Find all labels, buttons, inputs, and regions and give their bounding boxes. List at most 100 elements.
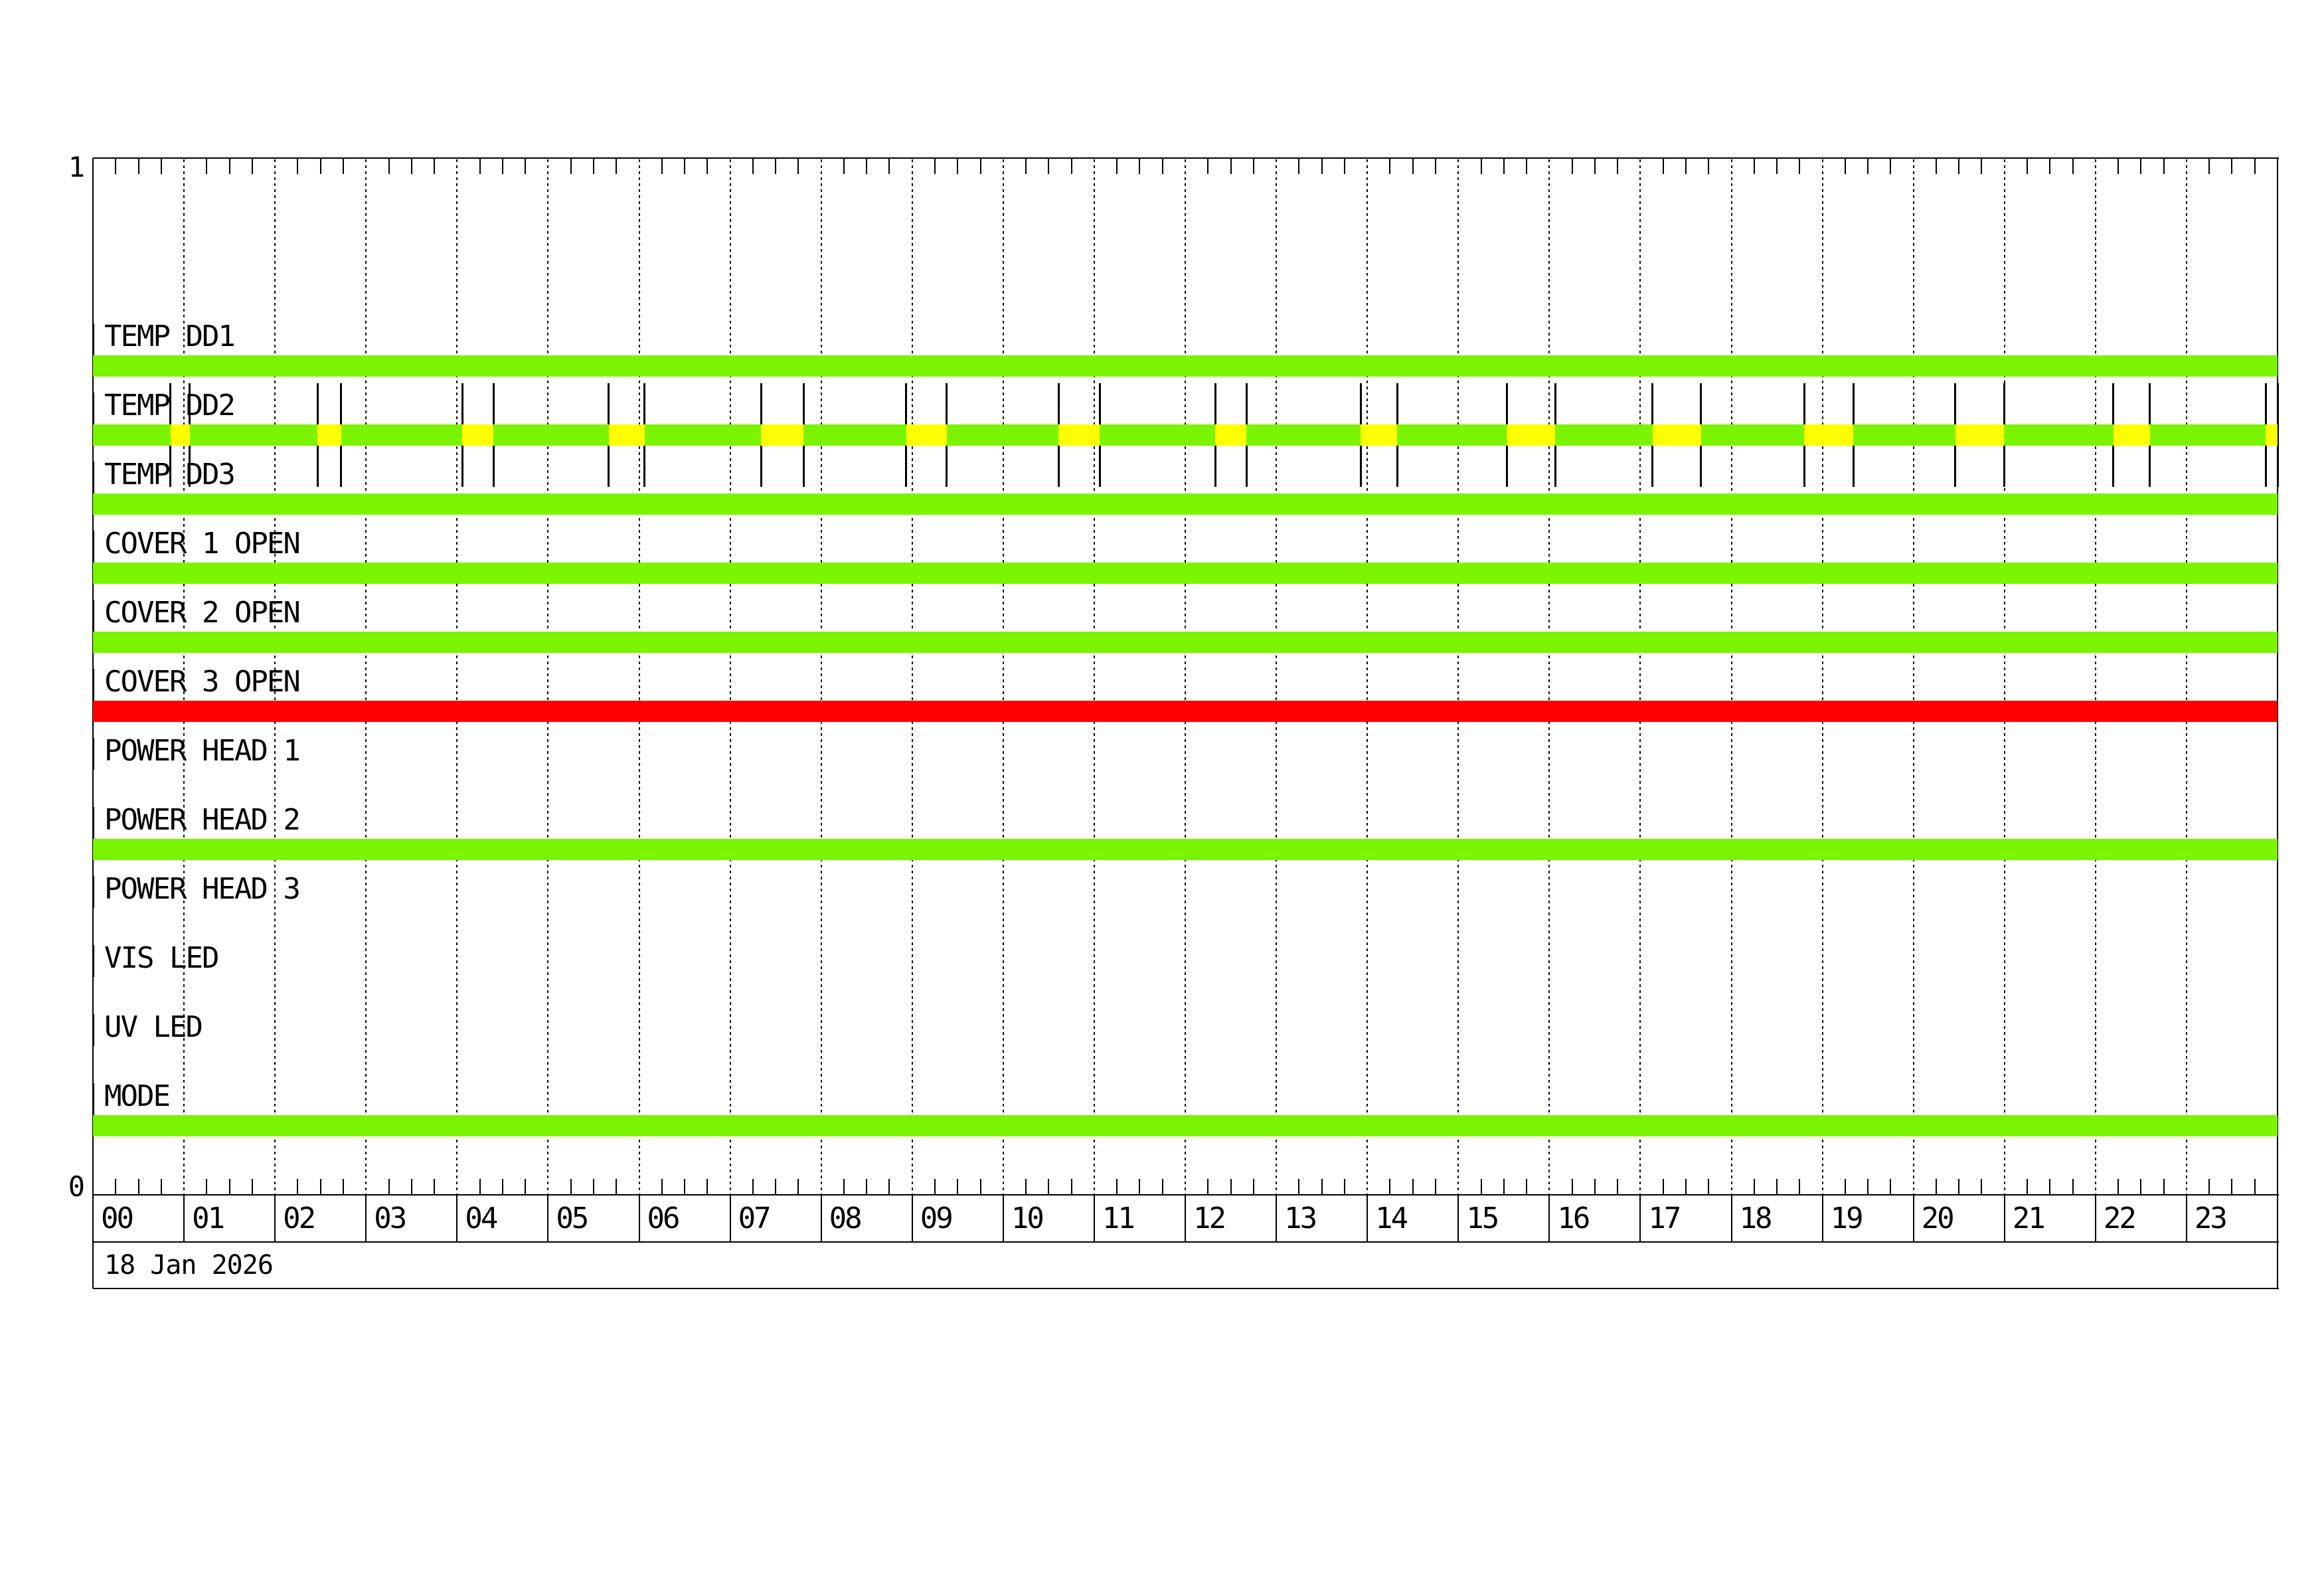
top-minor-tick <box>1617 159 1619 174</box>
bottom-minor-tick <box>1116 1179 1118 1195</box>
hour-gridline <box>1367 159 1369 1194</box>
bottom-minor-tick <box>752 1179 754 1195</box>
bottom-minor-tick <box>1048 1179 1050 1195</box>
status-bar-ok <box>93 839 2278 860</box>
hour-cell-separator <box>2003 1195 2005 1242</box>
row-axis-tick <box>92 807 94 839</box>
top-minor-tick <box>1025 159 1027 174</box>
hour-gridline <box>820 159 822 1194</box>
bottom-minor-tick <box>501 1179 503 1195</box>
hour-cell-separator <box>456 1195 458 1242</box>
bottom-minor-tick <box>525 1179 527 1195</box>
bottom-minor-tick <box>1252 1179 1254 1195</box>
row-label: MODE <box>104 1079 171 1113</box>
date-row-bottom-border <box>93 1288 2279 1289</box>
status-bar-ok <box>93 1115 2278 1136</box>
top-minor-tick <box>434 159 436 174</box>
hour-cell-separator <box>1548 1195 1550 1242</box>
bottom-minor-tick <box>1662 1179 1664 1195</box>
row-label: COVER 1 OPEN <box>104 527 301 561</box>
top-minor-tick <box>866 159 868 174</box>
hour-cell-separator <box>1093 1195 1095 1242</box>
top-minor-tick <box>934 159 936 174</box>
top-minor-tick <box>342 159 344 174</box>
hour-row-bottom-border <box>93 1241 2279 1243</box>
bottom-minor-tick <box>228 1179 230 1195</box>
top-minor-tick <box>1480 159 1482 174</box>
top-minor-tick <box>2208 159 2210 174</box>
top-minor-tick <box>1161 159 1163 174</box>
status-bar-warning-segment <box>761 424 804 446</box>
bottom-minor-tick <box>775 1179 777 1195</box>
hour-gridline <box>2094 159 2096 1194</box>
top-minor-tick <box>1776 159 1778 174</box>
top-minor-tick <box>2117 159 2119 174</box>
status-bar-warning-segment <box>1652 424 1701 446</box>
hour-label: 20 <box>1921 1201 1955 1235</box>
top-minor-tick <box>1844 159 1846 174</box>
top-minor-tick <box>1070 159 1072 174</box>
hour-gridline <box>1276 159 1278 1194</box>
bottom-minor-tick <box>479 1179 481 1195</box>
bottom-minor-tick <box>1321 1179 1323 1195</box>
hour-cell-separator <box>547 1195 549 1242</box>
top-minor-tick <box>1298 159 1300 174</box>
bottom-minor-tick <box>1298 1179 1300 1195</box>
hour-label: 07 <box>738 1201 772 1235</box>
hour-gridline <box>1093 159 1095 1194</box>
y-axis-top-label: 1 <box>68 151 85 183</box>
bottom-minor-tick <box>2140 1179 2142 1195</box>
top-minor-tick <box>2231 159 2233 174</box>
status-bar-ok <box>93 424 2278 446</box>
bottom-minor-tick <box>137 1179 139 1195</box>
bottom-minor-tick <box>1503 1179 1505 1195</box>
top-minor-tick <box>570 159 572 174</box>
hour-gridline <box>911 159 913 1194</box>
bottom-minor-tick <box>2208 1179 2210 1195</box>
bottom-minor-tick <box>1867 1179 1869 1195</box>
bottom-minor-tick <box>1207 1179 1209 1195</box>
hour-label: 11 <box>1102 1201 1135 1235</box>
bottom-minor-tick <box>1070 1179 1072 1195</box>
bottom-minor-tick <box>434 1179 436 1195</box>
status-bar-alarm <box>93 701 2278 722</box>
top-minor-tick <box>1434 159 1436 174</box>
top-minor-tick <box>2254 159 2256 174</box>
hour-gridline <box>1457 159 1459 1194</box>
top-minor-tick <box>661 159 663 174</box>
bottom-minor-tick <box>1844 1179 1846 1195</box>
hour-gridline <box>365 159 367 1194</box>
top-minor-tick <box>137 159 139 174</box>
row-axis-tick <box>92 669 94 701</box>
bottom-minor-tick <box>2072 1179 2074 1195</box>
top-minor-tick <box>1048 159 1050 174</box>
bottom-minor-tick <box>1434 1179 1436 1195</box>
top-minor-tick <box>1252 159 1254 174</box>
y-axis-bottom-label: 0 <box>68 1170 85 1203</box>
top-minor-tick <box>1230 159 1232 174</box>
hour-label: 00 <box>101 1201 134 1235</box>
bottom-minor-tick <box>616 1179 618 1195</box>
bottom-minor-tick <box>957 1179 959 1195</box>
bottom-minor-tick <box>2049 1179 2051 1195</box>
hour-gridline <box>2003 159 2005 1194</box>
row-label: COVER 2 OPEN <box>104 596 301 630</box>
bottom-minor-tick <box>1708 1179 1710 1195</box>
row-axis-tick <box>92 1014 94 1046</box>
hour-label: 04 <box>465 1201 498 1235</box>
top-minor-tick <box>1958 159 1960 174</box>
status-bar-warning-segment <box>170 424 190 446</box>
hour-gridline <box>547 159 549 1194</box>
hour-cell-separator <box>1730 1195 1732 1242</box>
hour-cell-separator <box>1639 1195 1641 1242</box>
top-minor-tick <box>1389 159 1391 174</box>
bottom-minor-tick <box>388 1179 390 1195</box>
top-minor-tick <box>410 159 412 174</box>
bottom-minor-tick <box>206 1179 208 1195</box>
bottom-minor-tick <box>1685 1179 1687 1195</box>
bottom-minor-tick <box>1890 1179 1892 1195</box>
top-minor-tick <box>1867 159 1869 174</box>
bottom-minor-tick <box>1776 1179 1778 1195</box>
bottom-minor-tick <box>410 1179 412 1195</box>
bottom-minor-tick <box>1230 1179 1232 1195</box>
